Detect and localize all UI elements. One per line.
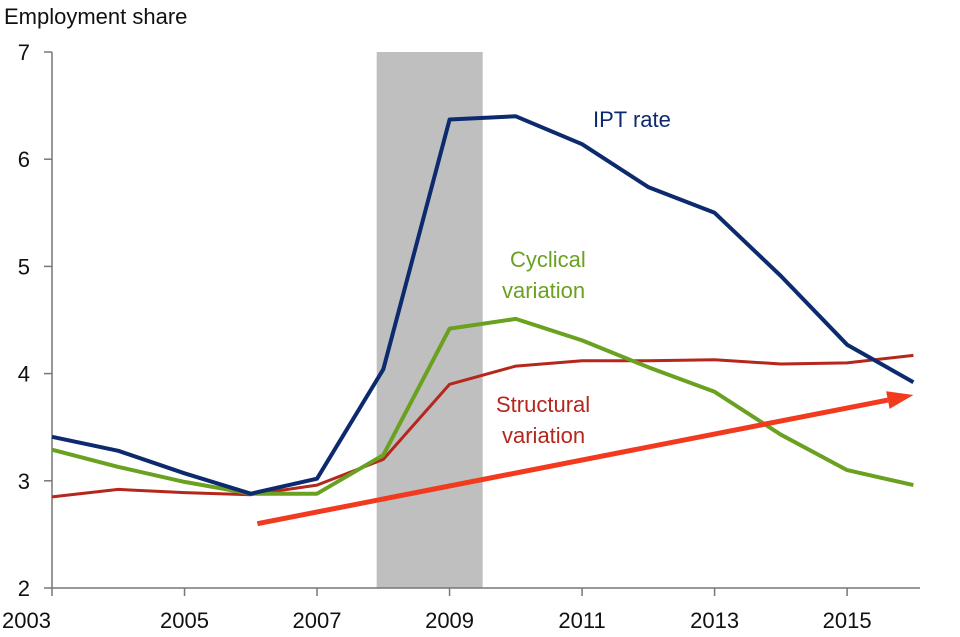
x-tick-label: 2015 (823, 608, 872, 633)
y-axis-label: Employment share (4, 4, 187, 29)
y-tick-label: 5 (18, 254, 30, 279)
x-tick-label: 2011 (558, 608, 605, 633)
annotation-cyclical-line2: variation (502, 278, 585, 303)
recession-shading (376, 52, 483, 588)
y-tick-label: 6 (18, 147, 30, 172)
annotation-cyclical-line1: Cyclical (510, 247, 586, 272)
trend-arrow (256, 391, 914, 527)
series-line-cyclical-variation (51, 316, 914, 496)
trend-arrow-head (886, 391, 914, 409)
y-ticks: 2 3 4 5 6 7 (18, 40, 52, 601)
x-tick-label: 2003 (2, 608, 51, 633)
x-tick-label: 2005 (160, 608, 209, 633)
x-ticks: 2003 2005 2007 2009 2011 2013 2015 (2, 588, 872, 633)
x-tick-label: 2007 (293, 608, 342, 633)
annotation-ipt-rate: IPT rate (593, 107, 671, 132)
series-line-structural-variation (51, 353, 914, 499)
axes (51, 52, 920, 589)
y-tick-label: 4 (18, 362, 30, 387)
series-lines (51, 114, 915, 499)
y-tick-label: 7 (18, 40, 30, 65)
annotation-structural-line2: variation (502, 423, 585, 448)
y-tick-label: 2 (18, 576, 30, 601)
annotation-structural-line1: Structural (496, 392, 590, 417)
y-tick-label: 3 (18, 469, 30, 494)
series-line-ipt-rate (51, 114, 915, 496)
x-tick-label: 2013 (690, 608, 739, 633)
x-tick-label: 2009 (425, 608, 474, 633)
trend-arrow-shaft (256, 397, 889, 527)
